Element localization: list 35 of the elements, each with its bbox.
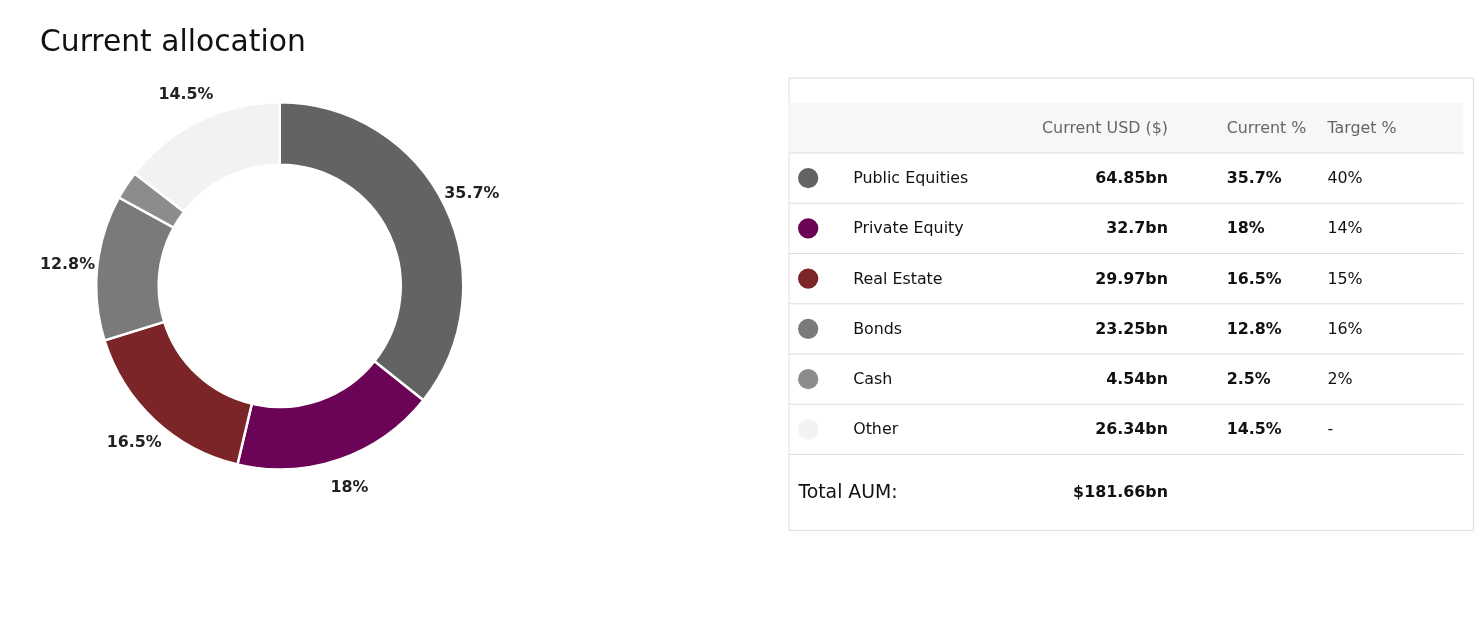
text: $181.66bn [1073,482,1169,502]
text: 23.25bn [1095,318,1169,338]
text: 2.5% [1226,369,1271,389]
text: Target % [1326,117,1397,137]
text: Current % [1226,117,1307,137]
data-label: 16.5% [106,431,162,451]
legend-label: Real Estate [853,268,943,288]
text: Current USD ($) [1042,117,1169,137]
text: 16% [1327,318,1363,338]
data-label: 35.7% [444,183,500,203]
text: 26.34bn [1095,419,1169,439]
text: - [1327,419,1334,439]
text: 15% [1327,268,1363,288]
data-label: 14.5% [158,84,214,104]
data-label: 18% [330,477,369,497]
text: 64.85bn [1095,168,1169,188]
text: 18% [1226,218,1265,238]
text: Total AUM: [797,481,898,503]
text: 4.54bn [1106,369,1169,389]
text: 2% [1327,369,1353,389]
legend-label: Cash [853,369,893,389]
legend-label: Private Equity [853,218,964,238]
text: 16.5% [1226,268,1282,288]
text: 32.7bn [1106,218,1169,238]
legend-label: Other [853,419,899,439]
text: 12.8% [1226,318,1282,338]
data-label: 12.8% [40,254,96,274]
legend-label: Bonds [853,318,903,338]
text: 40% [1327,168,1363,188]
text: 14.5% [1226,419,1282,439]
legend-label: Public Equities [853,168,969,188]
text: 35.7% [1226,168,1282,188]
text: 14% [1327,218,1363,238]
chart-title: Current allocation [40,23,306,59]
text: 29.97bn [1095,268,1169,288]
